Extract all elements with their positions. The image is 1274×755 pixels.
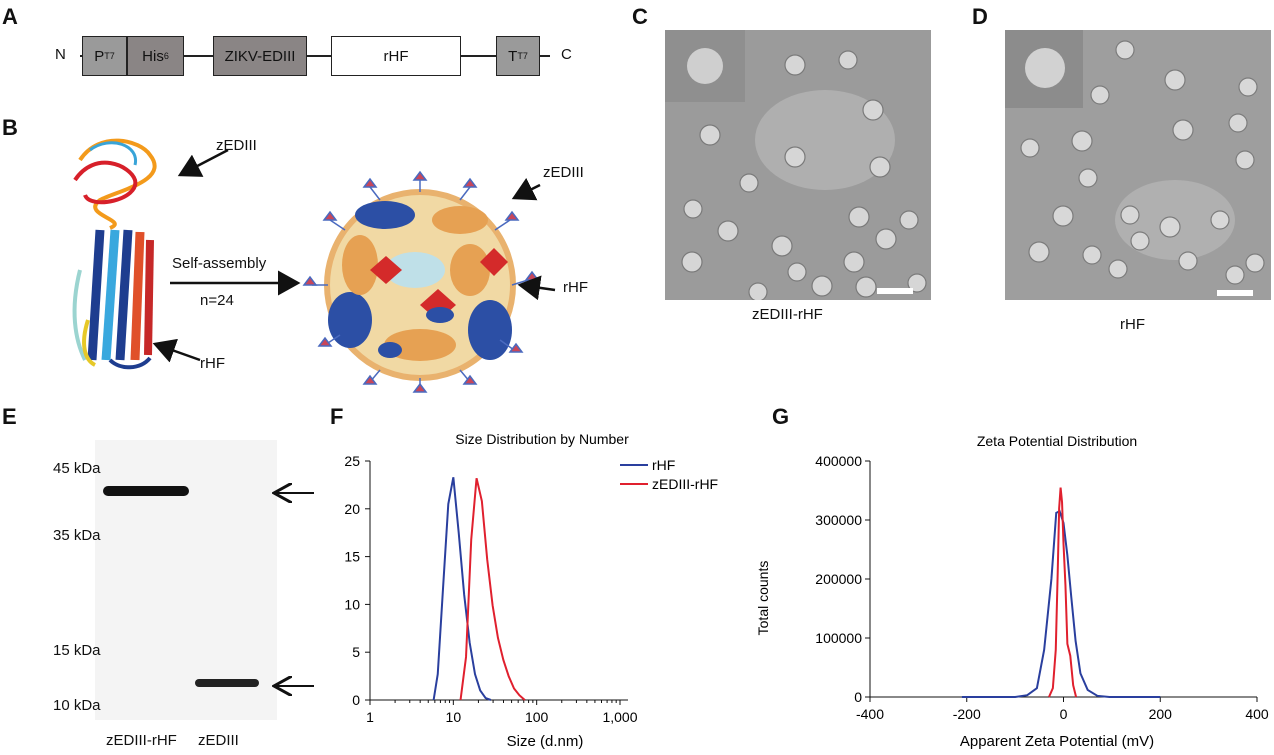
panel-letter-b: B bbox=[2, 115, 18, 140]
marker-35: 35 kDa bbox=[53, 527, 101, 544]
chart-g-xtick-label: 0 bbox=[1060, 706, 1068, 722]
chart-f-series-rhf bbox=[432, 477, 492, 701]
arrow-rhf-cage bbox=[517, 275, 556, 301]
promoter-t7-box: P T7 bbox=[82, 36, 127, 76]
terminator-label: T bbox=[508, 47, 518, 65]
caption-d: rHF bbox=[1120, 316, 1145, 333]
chart-g-xtick-label: -200 bbox=[953, 706, 981, 722]
chart-zeta-potential: Zeta Potential Distribution Apparent Zet… bbox=[752, 428, 1272, 750]
blot-arrows bbox=[268, 478, 314, 698]
chart-f-legend: rHF zEDIII-rHF bbox=[620, 457, 718, 492]
his-subscript: 6 bbox=[163, 51, 169, 61]
chart-g-ytick-label: 0 bbox=[854, 689, 862, 705]
chart-f-xtick-label: 100 bbox=[525, 709, 549, 725]
panel-letter-e: E bbox=[2, 404, 17, 429]
marker-10: 10 kDa bbox=[53, 697, 101, 714]
chart-g-title: Zeta Potential Distribution bbox=[977, 433, 1137, 449]
nanocage-structure bbox=[324, 189, 516, 381]
promoter-label: P bbox=[94, 47, 105, 65]
marker-45: 45 kDa bbox=[53, 460, 101, 477]
rhf-box: rHF bbox=[331, 36, 461, 76]
chart-f-series-zediii-rhf bbox=[459, 477, 526, 701]
chart-g-ylabel: Total counts bbox=[755, 561, 771, 636]
arrow-rhf-monomer bbox=[152, 338, 201, 363]
chart-g-ytick-label: 200000 bbox=[815, 571, 862, 587]
caption-c: zEDIII-rHF bbox=[752, 306, 823, 323]
surface-zediii-domains bbox=[302, 170, 540, 393]
chart-f-ytick-label: 10 bbox=[344, 596, 360, 612]
chart-g-ytick-label: 300000 bbox=[815, 512, 862, 528]
chart-f-ytick-label: 25 bbox=[344, 453, 360, 469]
size-chart-svg: Size Distribution by Number Size (d.nm) … bbox=[344, 431, 718, 750]
panel-letter-d: D bbox=[972, 4, 988, 29]
his-tag-box: His 6 bbox=[127, 36, 184, 76]
c-terminus-label: C bbox=[561, 46, 572, 63]
chart-g-ytick-label: 100000 bbox=[815, 630, 862, 646]
panel-letter-g: G bbox=[772, 404, 790, 429]
scale-bar-d bbox=[1217, 290, 1253, 296]
arrow-zediii-monomer bbox=[177, 148, 229, 177]
tem-image-zediii-rhf bbox=[665, 30, 931, 300]
arrow-zediii-cage bbox=[511, 177, 541, 201]
chart-g-ytick-label: 400000 bbox=[815, 453, 862, 469]
chart-g-xtick-label: -400 bbox=[856, 706, 884, 722]
tem-particles-d bbox=[1005, 30, 1271, 300]
zeta-chart-svg: Zeta Potential Distribution Apparent Zet… bbox=[755, 433, 1269, 750]
chart-g-series-red bbox=[1048, 487, 1078, 698]
chart-f-title: Size Distribution by Number bbox=[455, 431, 629, 447]
legend-label-zediii-rhf: zEDIII-rHF bbox=[652, 476, 718, 492]
tem-particles-c bbox=[665, 30, 931, 300]
band-zediii bbox=[195, 679, 259, 687]
his-label: His bbox=[142, 47, 164, 65]
chart-f-ytick-label: 5 bbox=[352, 644, 360, 660]
band-zediii-rhf bbox=[103, 486, 189, 496]
chart-f-xtick-label: 1,000 bbox=[602, 709, 637, 725]
chart-g-xtick-label: 400 bbox=[1245, 706, 1269, 722]
label-zediii-cage: zEDIII bbox=[543, 164, 584, 181]
chart-f-xlabel: Size (d.nm) bbox=[507, 733, 584, 750]
lane-label-zediii-rhf: zEDIII-rHF bbox=[106, 732, 177, 749]
monomer-structure bbox=[72, 138, 157, 370]
panel-letter-c: C bbox=[632, 4, 648, 29]
chart-f-xtick-label: 1 bbox=[366, 709, 374, 725]
chart-g-xtick-label: 200 bbox=[1149, 706, 1173, 722]
promoter-subscript: T7 bbox=[104, 51, 115, 61]
chart-f-xtick-label: 10 bbox=[446, 709, 462, 725]
tem-image-rhf bbox=[1005, 30, 1271, 300]
label-rhf-monomer: rHF bbox=[200, 355, 225, 372]
legend-label-rhf: rHF bbox=[652, 457, 675, 473]
chart-g-xlabel: Apparent Zeta Potential (mV) bbox=[960, 733, 1154, 750]
chart-f-ytick-label: 20 bbox=[344, 501, 360, 517]
terminator-subscript: T7 bbox=[517, 51, 528, 61]
panel-letter-f: F bbox=[330, 404, 344, 429]
label-rhf-cage: rHF bbox=[563, 279, 588, 296]
label-zediii-monomer: zEDIII bbox=[216, 137, 257, 154]
marker-15: 15 kDa bbox=[53, 642, 101, 659]
panel-letter-a: A bbox=[2, 4, 18, 29]
construct-backbone bbox=[80, 55, 550, 57]
chart-size-distribution: Size Distribution by Number Size (d.nm) … bbox=[330, 428, 750, 750]
chart-f-ytick-label: 15 bbox=[344, 549, 360, 565]
self-assembly-label: Self-assembly bbox=[172, 255, 267, 272]
n-terminus-label: N bbox=[55, 46, 66, 63]
western-blot-gel bbox=[95, 440, 277, 720]
self-assembly-illustration bbox=[72, 138, 556, 393]
chart-f-ytick-label: 0 bbox=[352, 692, 360, 708]
chart-g-series-blue bbox=[961, 509, 1161, 698]
lane-label-zediii: zEDIII bbox=[198, 732, 239, 749]
ediii-box: ZIKV-EDIII bbox=[213, 36, 307, 76]
n24-label: n=24 bbox=[200, 292, 234, 309]
terminator-t7-box: T T7 bbox=[496, 36, 540, 76]
scale-bar-c bbox=[877, 288, 913, 294]
